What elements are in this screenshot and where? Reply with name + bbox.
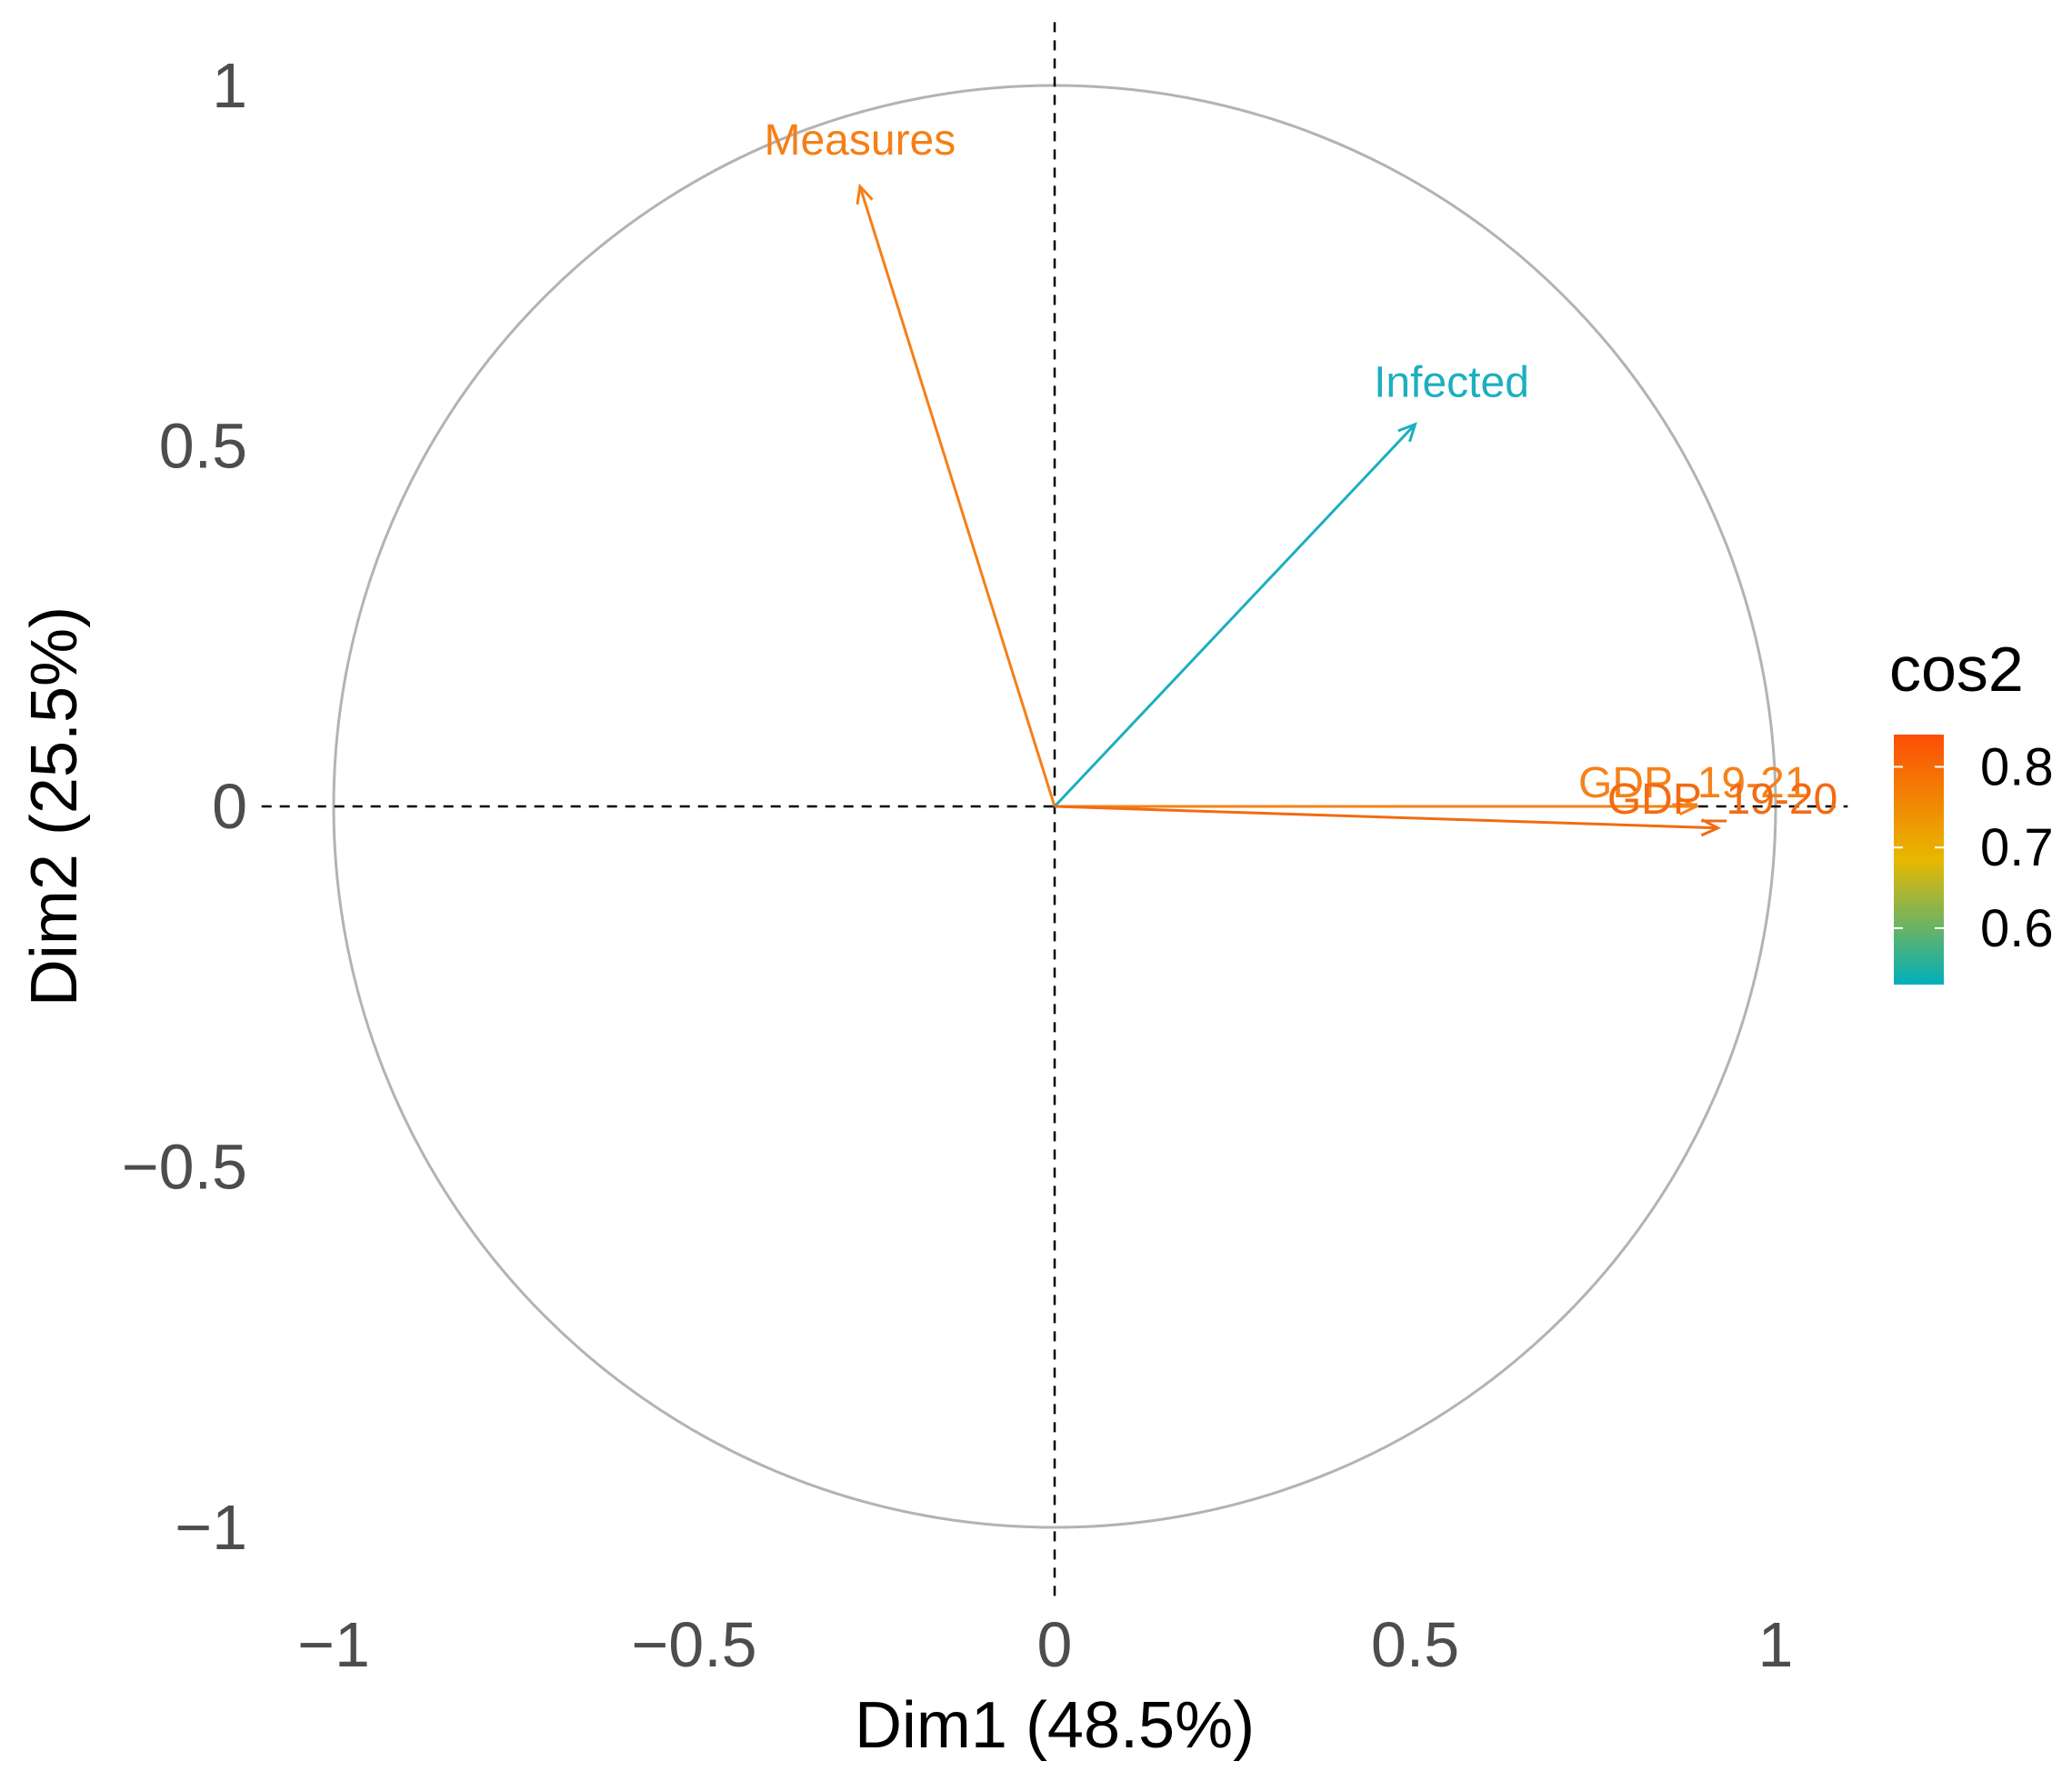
x-tick-label: 0.5 <box>1371 1609 1459 1680</box>
y-tick-label: 0 <box>212 771 247 842</box>
arrow-infected <box>1053 423 1416 808</box>
label-gdp-19-20: GDP_19-20 <box>1607 775 1837 824</box>
legend-tick-label: 0.6 <box>1980 899 2054 958</box>
y-tick-label: 1 <box>212 50 247 121</box>
x-tick-label: −0.5 <box>631 1609 756 1680</box>
x-axis-title: Dim1 (48.5%) <box>855 1689 1255 1762</box>
x-tick-label: 1 <box>1758 1609 1794 1680</box>
legend-tick-label: 0.8 <box>1980 737 2054 796</box>
color-legend: cos2 0.8 0.7 0.6 <box>1889 634 2054 985</box>
label-gdp-19-21: GDP_19-21 <box>1578 759 1808 807</box>
arrowhead-gdp-19-21 <box>1679 796 1700 816</box>
legend-colorbar <box>1894 735 1944 985</box>
y-tick-label: 0.5 <box>159 411 247 482</box>
legend-title: cos2 <box>1889 634 2024 705</box>
y-axis-title: Dim2 (25.5%) <box>18 606 91 1006</box>
x-tick-label: 0 <box>1037 1609 1073 1680</box>
y-tick-label: −1 <box>175 1492 247 1563</box>
x-tick-label: −1 <box>297 1609 370 1680</box>
arrowhead-infected <box>1397 422 1417 443</box>
legend-tick-label: 0.7 <box>1980 818 2054 877</box>
label-measures: Measures <box>765 116 956 165</box>
arrowhead-gdp-19-20 <box>1700 818 1722 837</box>
y-tick-label: −0.5 <box>122 1132 247 1203</box>
arrow-gdp-19-20 <box>1054 805 1718 830</box>
label-infected: Infected <box>1374 359 1529 407</box>
arrowhead-measures <box>856 183 874 205</box>
arrow-measures <box>858 185 1056 807</box>
